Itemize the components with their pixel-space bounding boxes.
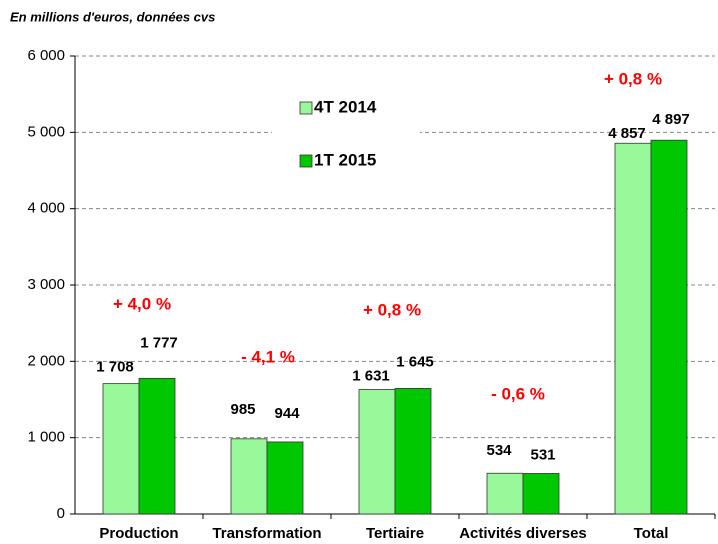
- annotation: - 4,1 %: [241, 347, 295, 366]
- data-label: 1 645: [396, 353, 434, 370]
- x-tick-label: Transformation: [212, 525, 321, 542]
- x-tick-label: Activités diverses: [459, 525, 587, 542]
- data-label: 1 708: [96, 359, 134, 376]
- bar: [358, 389, 396, 515]
- bar: [650, 139, 688, 515]
- data-label: 944: [274, 405, 300, 422]
- bar: [614, 142, 652, 515]
- y-tick-label: 3 000: [27, 276, 65, 293]
- legend-label: 4T 2014: [314, 97, 377, 116]
- bar: [102, 383, 140, 515]
- legend-box: [272, 88, 420, 180]
- bar: [230, 438, 268, 515]
- data-label: 4 897: [652, 111, 690, 128]
- x-tick-label: Total: [634, 525, 669, 542]
- y-tick-label: 2 000: [27, 352, 65, 369]
- data-label: 1 631: [352, 367, 390, 384]
- data-label: 531: [530, 446, 555, 463]
- legend-swatch: [299, 154, 313, 168]
- annotation: + 4,0 %: [113, 294, 171, 313]
- bar: [266, 441, 304, 515]
- annotation: - 0,6 %: [491, 384, 545, 403]
- data-label: 534: [486, 442, 512, 459]
- data-label: 1 777: [140, 334, 178, 351]
- x-tick-label: Tertiaire: [366, 525, 424, 542]
- x-tick-label: Production: [99, 525, 178, 542]
- bar: [394, 388, 432, 515]
- data-label: 985: [230, 401, 255, 418]
- chart-title: En millions d'euros, données cvs: [10, 9, 215, 24]
- legend-swatch: [299, 101, 313, 115]
- annotation: + 0,8 %: [363, 300, 421, 319]
- bar: [138, 377, 176, 515]
- annotation: + 0,8 %: [604, 69, 662, 88]
- legend-label: 1T 2015: [314, 150, 376, 169]
- y-tick-label: 0: [57, 505, 65, 522]
- bar: [522, 473, 560, 515]
- y-tick-label: 5 000: [27, 123, 65, 140]
- data-label: 4 857: [608, 125, 646, 142]
- bar: [486, 472, 524, 515]
- y-tick-label: 4 000: [27, 200, 65, 217]
- y-tick-label: 6 000: [27, 47, 65, 64]
- y-tick-label: 1 000: [27, 429, 65, 446]
